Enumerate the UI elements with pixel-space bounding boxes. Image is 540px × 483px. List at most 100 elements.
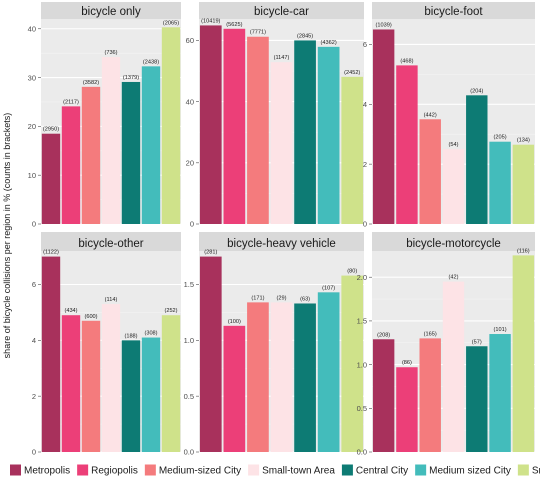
legend-key [341, 464, 353, 476]
bar-count-label: (114) [105, 297, 118, 303]
legend-key [415, 464, 427, 476]
bar-count-label: (3582) [83, 80, 99, 86]
y-tick-label: 1.0 [357, 360, 367, 369]
panel-strip [372, 232, 535, 251]
bar [41, 256, 61, 452]
y-tick-label: 2.0 [357, 273, 367, 282]
bar-count-label: (7771) [250, 30, 266, 36]
bar-count-label: (1122) [43, 250, 59, 256]
panel-1: bicycle only 0 10 20 30 40 (2950) (2117) (3582) (… [28, 2, 181, 229]
bar [270, 302, 293, 452]
bar [81, 320, 101, 452]
y-tick-label: 2 [363, 160, 367, 169]
bar [247, 302, 269, 452]
bar [61, 315, 81, 452]
legend-label: Small-town Area [262, 466, 335, 477]
bar [294, 40, 316, 225]
bar [121, 81, 141, 224]
bar-count-label: (101) [494, 327, 507, 333]
bar [199, 256, 222, 452]
bar-count-label: (171) [251, 295, 264, 301]
panel-title: bicycle-car [254, 6, 309, 18]
y-tick-label: 0 [190, 220, 194, 229]
bar [489, 141, 511, 224]
y-tick-label: 4 [363, 100, 367, 109]
bar-count-label: (10419) [201, 18, 220, 24]
bar [247, 36, 269, 224]
panel-strip [199, 2, 364, 19]
y-tick-label: 20 [28, 122, 36, 131]
legend-label: Medium-sized City [159, 466, 241, 477]
y-tick-label: 0.0 [357, 448, 367, 457]
bar [101, 304, 121, 452]
legend-key [77, 464, 89, 476]
bar-count-label: (2845) [297, 33, 313, 39]
legend-key [144, 464, 156, 476]
bar-count-label: (736) [104, 50, 117, 56]
bar-count-label: (107) [322, 285, 335, 291]
bar-count-label: (4362) [321, 40, 337, 46]
bar-count-label: (434) [64, 308, 77, 314]
y-tick-label: 40 [28, 24, 36, 33]
bar-count-label: (204) [470, 88, 483, 94]
bar-count-label: (188) [124, 333, 137, 339]
y-tick-label: 0.5 [357, 404, 367, 413]
bar [161, 27, 181, 224]
panel-6: bicycle-motorcycle 0.0 0.5 1.0 1.5 2.0 (208) (8… [357, 232, 535, 457]
panel-strip [199, 232, 364, 251]
bar [419, 338, 441, 452]
bar-count-label: (63) [300, 296, 310, 302]
bar [466, 95, 488, 224]
bar-count-label: (1147) [274, 55, 290, 61]
bar-count-label: (281) [204, 250, 217, 256]
legend-label: Small-town Area [532, 466, 540, 477]
bar [141, 337, 161, 452]
bar-count-label: (100) [228, 319, 241, 325]
bar [372, 339, 395, 452]
legend-label: Medium sized City [429, 466, 511, 477]
bar-count-label: (1379) [123, 75, 139, 81]
bar-count-label: (29) [277, 295, 287, 301]
y-tick-label: 0 [363, 220, 367, 229]
panel-2: bicycle-car0204060(10419)(5625)(7771)(11… [186, 2, 364, 229]
y-tick-label: 4 [32, 336, 36, 345]
bar [419, 119, 441, 224]
y-tick-label: 20 [186, 159, 194, 168]
bar [161, 315, 181, 452]
y-tick-label: 6 [363, 40, 367, 49]
legend-key [10, 464, 21, 476]
legend: Metropolis Regiopolis Medium-sized City Sma… [10, 464, 540, 477]
y-tick-label: 0 [32, 448, 36, 457]
bar-count-label: (468) [400, 58, 413, 64]
bar [442, 149, 465, 224]
bar [41, 133, 61, 224]
bar [81, 86, 101, 224]
bar [223, 28, 246, 224]
panel-title: bicycle-foot [424, 6, 483, 18]
y-tick-label: 0.5 [184, 392, 194, 401]
panel-strip [372, 2, 535, 19]
bar-count-label: (205) [494, 135, 507, 141]
bar-count-label: (252) [164, 308, 177, 314]
y-tick-label: 30 [28, 73, 36, 82]
bar-count-label: (134) [517, 138, 530, 144]
bar [372, 29, 395, 224]
y-tick-label: 0 [32, 220, 36, 229]
bar [317, 46, 340, 224]
y-tick-label: 40 [186, 97, 194, 106]
y-tick-label: 1.5 [184, 280, 194, 289]
bar-count-label: (2117) [63, 99, 79, 105]
panel-4: bicycle-other 0 2 4 6 (1122) (434) (600) (114) (1… [32, 232, 181, 457]
bar [442, 281, 465, 452]
bar [341, 76, 364, 224]
bar [101, 57, 121, 225]
bar-count-label: (5625) [226, 22, 242, 28]
bar [396, 367, 418, 452]
panel-title: bicycle-motorcycle [406, 238, 501, 250]
legend-label: Central City [356, 466, 408, 477]
bar [270, 62, 293, 225]
bar-count-label: (2438) [143, 59, 159, 65]
panel-5: bicycle-heavy vehicle 0.0 0.5 1.0 1.5 (281) (1… [184, 232, 364, 457]
bar-count-label: (42) [449, 275, 459, 281]
bar-count-label: (208) [377, 332, 390, 338]
